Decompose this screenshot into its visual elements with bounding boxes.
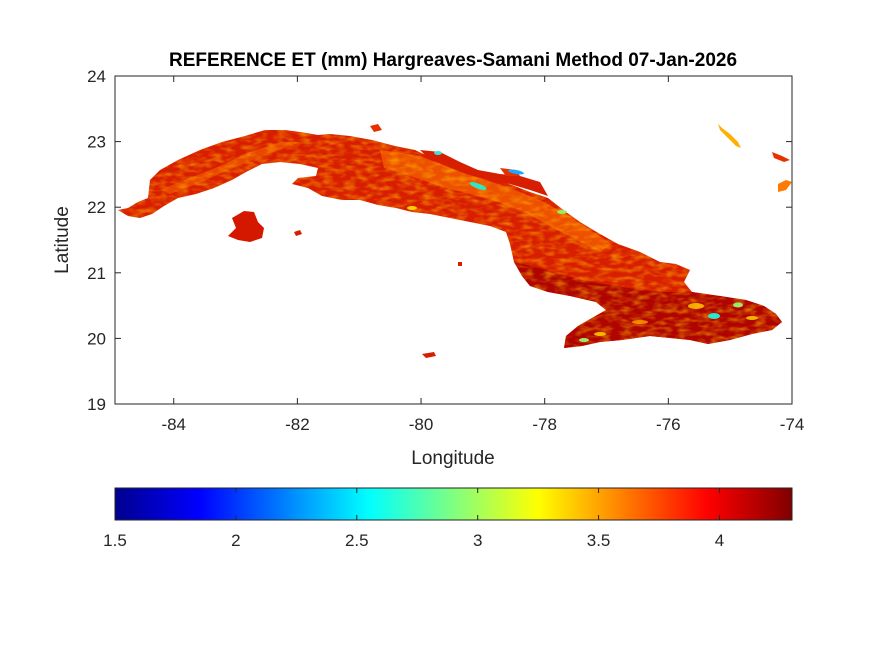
et-texture xyxy=(118,130,782,348)
low-et-spot xyxy=(708,313,720,319)
low-et-spot xyxy=(688,303,704,309)
colorbar-ticks: 1.5 2 2.5 3 3.5 4 xyxy=(103,488,724,550)
colorbar-tick-label: 4 xyxy=(715,531,724,550)
y-tick-label: 24 xyxy=(87,67,106,86)
x-tick-label: -78 xyxy=(532,415,557,434)
cay-1 xyxy=(370,124,382,132)
y-tick-label: 22 xyxy=(87,198,106,217)
islet xyxy=(294,230,302,236)
y-axis-label: Latitude xyxy=(52,206,73,274)
x-tick-label: -74 xyxy=(780,415,805,434)
northern-cays xyxy=(420,150,548,196)
low-et-spot xyxy=(733,302,743,308)
chart-title: REFERENCE ET (mm) Hargreaves-Samani Meth… xyxy=(169,50,737,71)
colorbar xyxy=(114,487,793,521)
islet xyxy=(422,352,436,358)
island-fragment xyxy=(772,152,790,162)
isla-de-la-juventud xyxy=(228,211,264,242)
x-tick-label: -76 xyxy=(656,415,681,434)
x-tick-label: -82 xyxy=(285,415,310,434)
y-tick-label: 20 xyxy=(87,329,106,348)
map-axes xyxy=(114,75,793,405)
low-et-spot xyxy=(407,206,417,210)
low-et-spot xyxy=(594,332,606,336)
y-tick-label: 23 xyxy=(87,133,106,152)
colorbar-tick-label: 2 xyxy=(231,531,240,550)
x-axis-label: Longitude xyxy=(411,448,494,469)
colorbar-tick-label: 1.5 xyxy=(103,531,127,550)
island-fragment xyxy=(778,180,792,192)
cuba-landmass xyxy=(118,124,792,358)
low-et-spot xyxy=(746,316,758,320)
colorbar-tick-label: 2.5 xyxy=(345,531,369,550)
low-et-spot xyxy=(469,182,487,190)
islet xyxy=(458,262,462,266)
low-et-spot xyxy=(632,320,648,324)
low-et-spot xyxy=(579,338,589,342)
x-axis-ticks: -84 -82 -80 -78 -76 -74 xyxy=(161,76,804,434)
low-et-spot xyxy=(557,210,567,214)
colorbar-tick-label: 3.5 xyxy=(587,531,611,550)
y-axis-ticks: 19 20 21 22 23 24 xyxy=(87,67,792,414)
low-et-spot xyxy=(434,151,442,155)
y-tick-label: 21 xyxy=(87,264,106,283)
y-tick-label: 19 xyxy=(87,395,106,414)
x-tick-label: -80 xyxy=(409,415,434,434)
colorbar-tick-label: 3 xyxy=(473,531,482,550)
low-et-spot xyxy=(508,169,524,175)
x-tick-label: -84 xyxy=(161,415,186,434)
island-fragment xyxy=(718,124,741,148)
